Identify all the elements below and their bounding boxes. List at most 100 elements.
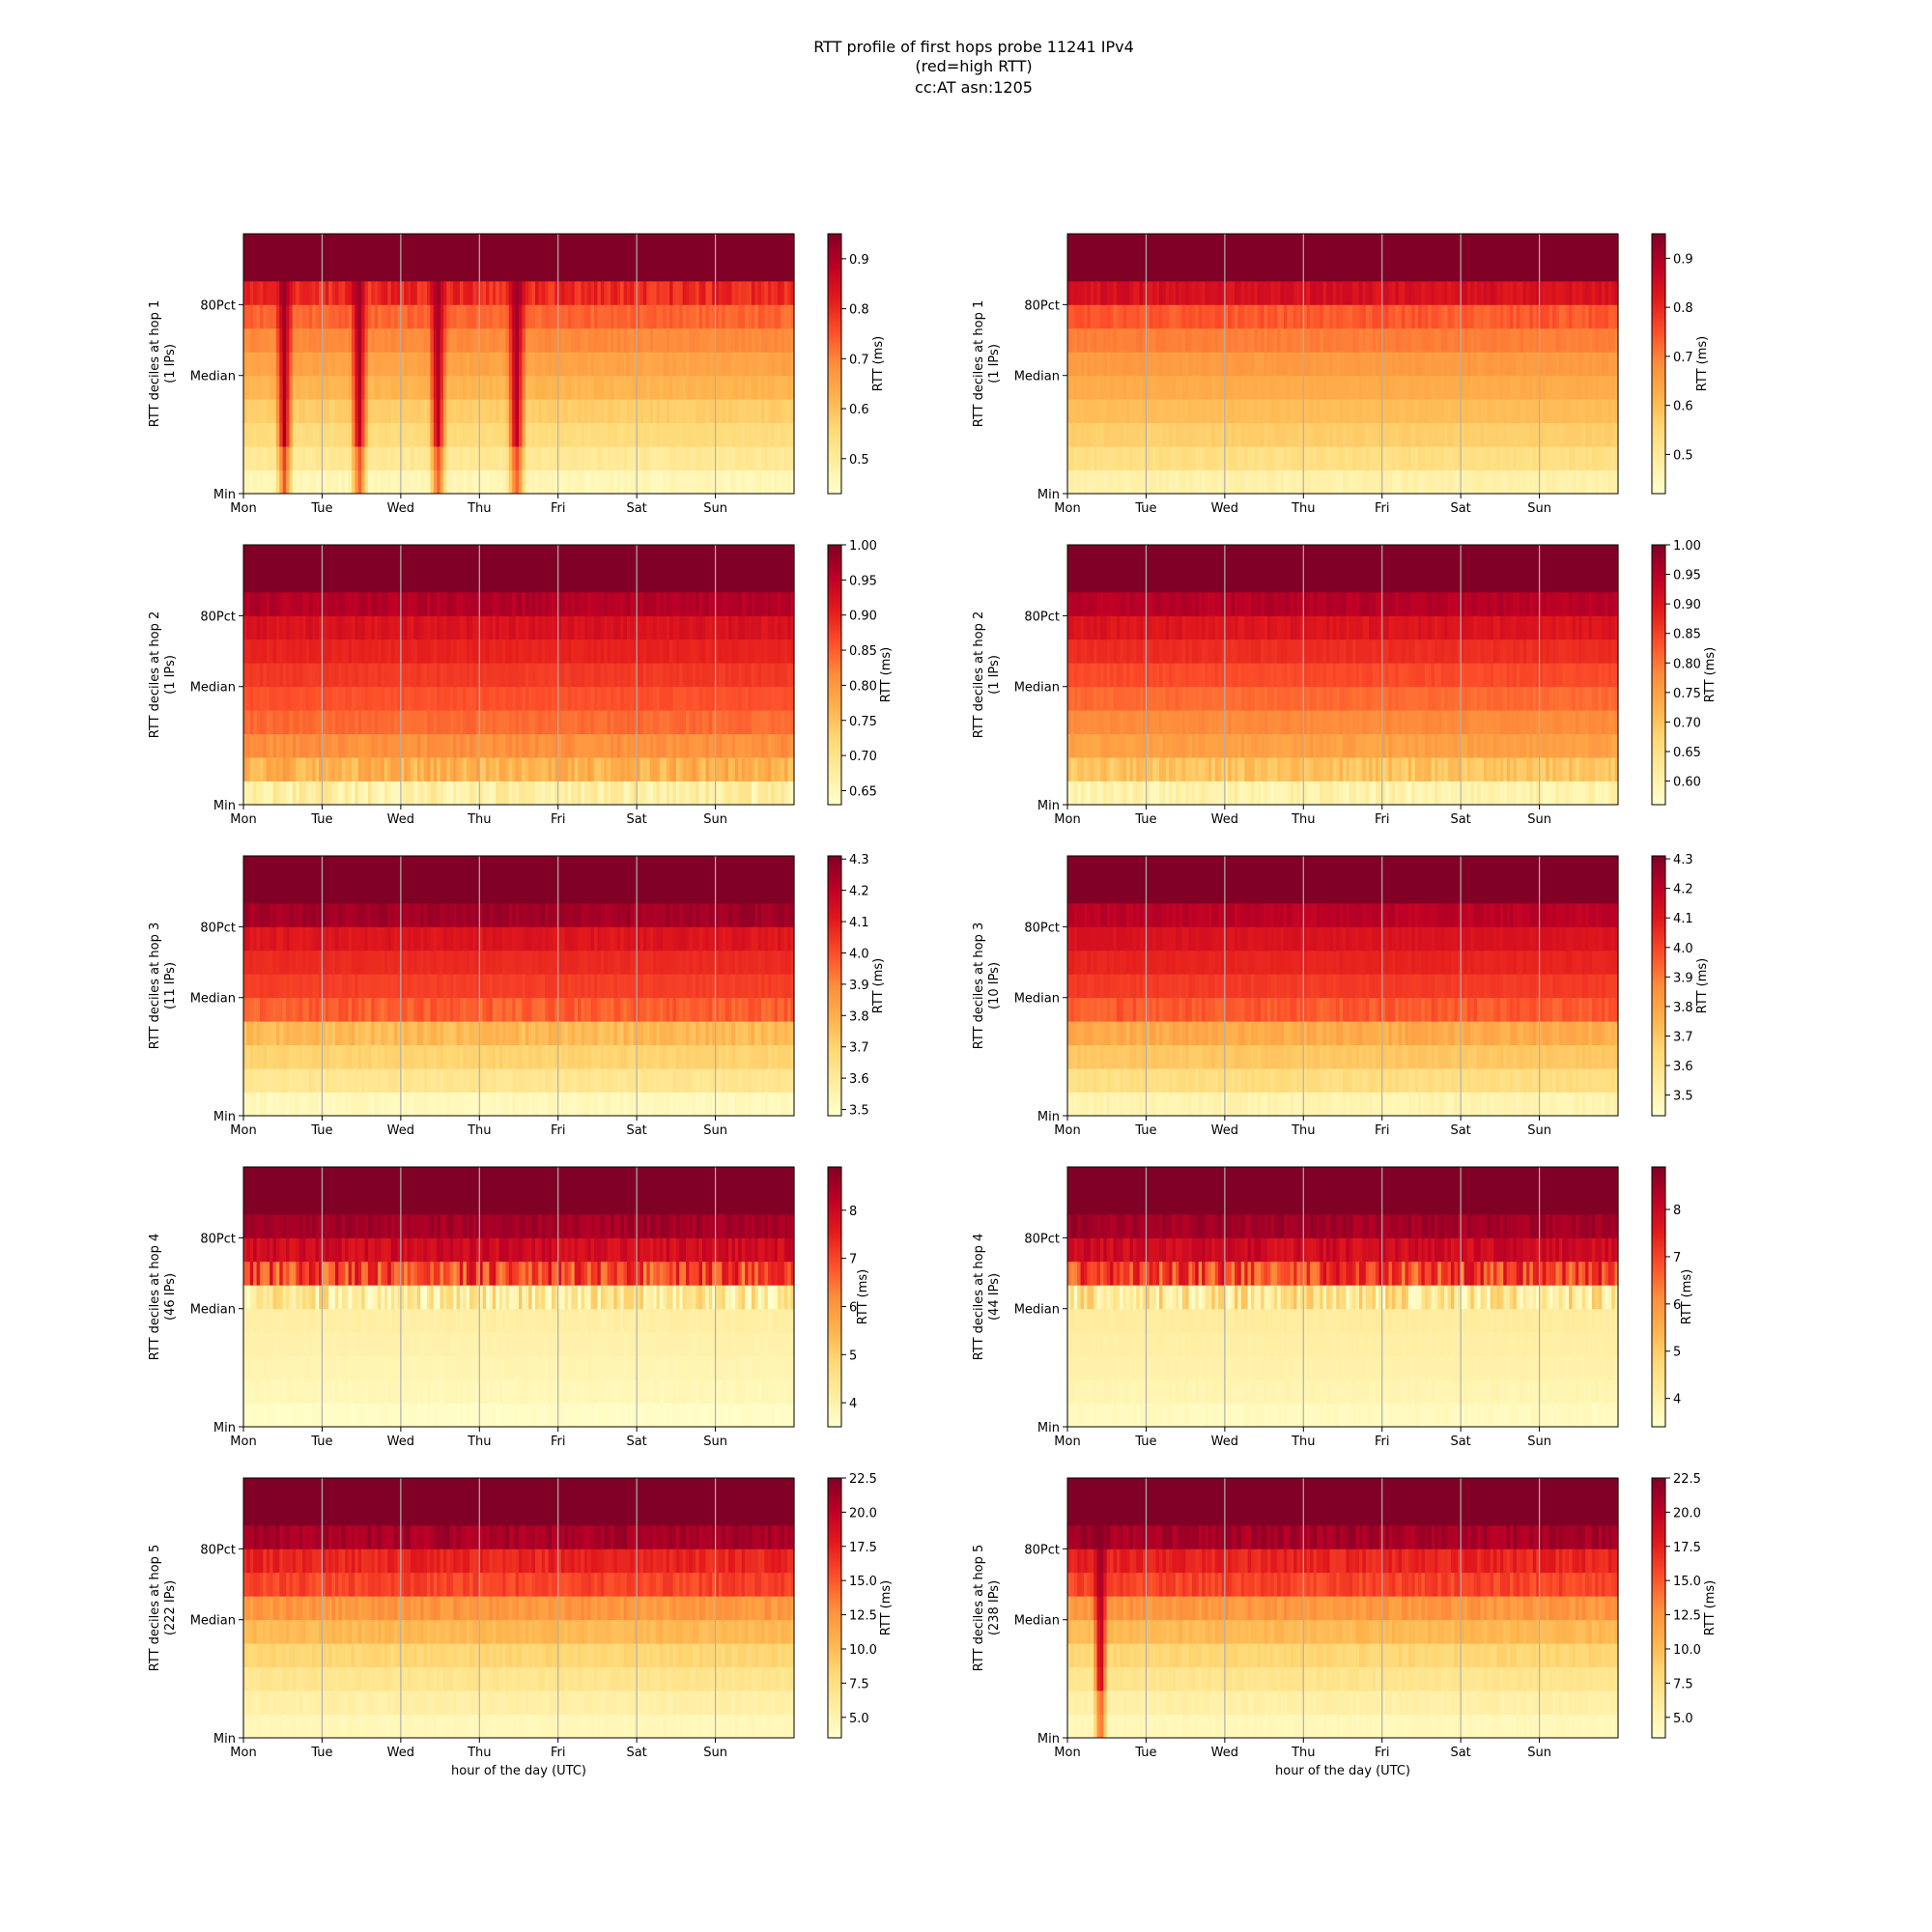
heatmap-cell xyxy=(613,399,618,424)
heatmap-cell xyxy=(463,280,468,305)
heatmap-cell xyxy=(1152,399,1157,424)
heatmap-cell xyxy=(1562,469,1567,495)
heatmap-cell xyxy=(1437,422,1442,447)
heatmap-cell xyxy=(1463,352,1468,377)
heatmap-cell xyxy=(1520,375,1524,400)
heatmap-cell xyxy=(637,422,641,447)
heatmap-cell xyxy=(623,352,628,377)
heatmap-cell xyxy=(1214,422,1219,447)
heatmap-cell xyxy=(482,469,487,495)
heatmap-cell xyxy=(1322,280,1327,305)
heatmap-cell xyxy=(1499,399,1504,424)
heatmap-cell xyxy=(430,615,435,640)
heatmap-cell xyxy=(1077,469,1082,495)
heatmap-cell xyxy=(1293,304,1298,329)
heatmap-cell xyxy=(1405,280,1409,305)
heatmap-cell xyxy=(1139,280,1144,305)
heatmap-cell xyxy=(696,639,700,664)
heatmap-cell xyxy=(1221,399,1226,424)
heatmap-cell xyxy=(433,304,438,329)
heatmap-cell xyxy=(567,615,572,640)
heatmap-cell xyxy=(557,327,562,353)
heatmap-cell xyxy=(1516,304,1520,329)
heatmap-cell xyxy=(1254,422,1259,447)
heatmap-cell xyxy=(1398,375,1403,400)
heatmap-cell xyxy=(453,545,458,593)
heatmap-cell xyxy=(312,352,317,377)
heatmap-cell xyxy=(675,352,680,377)
heatmap-cell xyxy=(1513,469,1518,495)
heatmap-cell xyxy=(1388,375,1393,400)
heatmap-cell xyxy=(1569,446,1574,470)
heatmap-cell xyxy=(345,304,350,329)
heatmap-cell xyxy=(659,545,664,593)
heatmap-cell xyxy=(1372,234,1377,282)
heatmap-cell xyxy=(597,446,602,470)
heatmap-cell xyxy=(449,327,454,353)
heatmap-cell xyxy=(1539,327,1544,353)
heatmap-cell xyxy=(616,422,621,447)
heatmap-cell xyxy=(249,469,254,495)
heatmap-cell xyxy=(1454,327,1459,353)
heatmap-cell xyxy=(1320,327,1324,353)
heatmap-cell xyxy=(604,781,609,806)
heatmap-cell xyxy=(1155,422,1160,447)
heatmap-cell xyxy=(1329,304,1334,329)
heatmap-cell xyxy=(1116,446,1121,470)
heatmap-cell xyxy=(449,469,454,495)
heatmap-cell xyxy=(338,422,343,447)
heatmap-cell xyxy=(498,280,503,305)
heatmap-cell xyxy=(1175,375,1179,400)
heatmap-cell xyxy=(1096,352,1101,377)
heatmap-cell xyxy=(1539,234,1544,282)
heatmap-cell xyxy=(378,469,383,495)
heatmap-cell xyxy=(1077,422,1082,447)
heatmap-cell xyxy=(1480,280,1485,305)
heatmap-cell xyxy=(315,280,320,305)
heatmap-cell xyxy=(578,234,582,282)
heatmap-cell xyxy=(613,422,618,447)
heatmap-cell xyxy=(626,686,631,711)
heatmap-cell xyxy=(1572,399,1577,424)
heatmap-cell xyxy=(1365,352,1370,377)
heatmap-cell xyxy=(525,446,529,470)
heatmap-cell xyxy=(604,757,609,781)
heatmap-cell xyxy=(243,352,247,377)
heatmap-cell xyxy=(787,327,792,353)
heatmap-cell xyxy=(672,781,677,806)
heatmap-cell xyxy=(757,469,762,495)
heatmap-cell xyxy=(1273,375,1278,400)
heatmap-cell xyxy=(322,399,327,424)
heatmap-cell xyxy=(430,234,435,282)
heatmap-cell xyxy=(1513,280,1518,305)
heatmap-cell xyxy=(374,399,379,424)
heatmap-cell xyxy=(270,280,274,305)
heatmap-cell xyxy=(1369,469,1374,495)
heatmap-cell xyxy=(1510,327,1515,353)
heatmap-cell xyxy=(275,422,280,447)
heatmap-cell xyxy=(341,280,346,305)
heatmap-cell xyxy=(1090,422,1094,447)
heatmap-cell xyxy=(1096,446,1101,470)
heatmap-cell xyxy=(545,399,550,424)
heatmap-cell xyxy=(390,375,395,400)
heatmap-cell xyxy=(489,710,494,735)
heatmap-cell xyxy=(587,327,592,353)
heatmap-cell xyxy=(1283,234,1288,282)
heatmap-cell xyxy=(1293,280,1298,305)
heatmap-cell xyxy=(1440,304,1445,329)
heatmap-cell xyxy=(1264,304,1268,329)
heatmap-cell xyxy=(1149,327,1153,353)
heatmap-cell xyxy=(1466,304,1471,329)
heatmap-cell xyxy=(554,280,559,305)
heatmap-cell xyxy=(413,422,418,447)
heatmap-cell xyxy=(1152,304,1157,329)
heatmap-cell xyxy=(515,446,520,470)
heatmap-cell xyxy=(1231,446,1236,470)
heatmap-cell xyxy=(698,422,703,447)
heatmap-cell xyxy=(1096,399,1101,424)
heatmap-cell xyxy=(1562,327,1567,353)
heatmap-cell xyxy=(1296,446,1301,470)
heatmap-cell xyxy=(1316,327,1321,353)
heatmap-cell xyxy=(666,446,670,470)
